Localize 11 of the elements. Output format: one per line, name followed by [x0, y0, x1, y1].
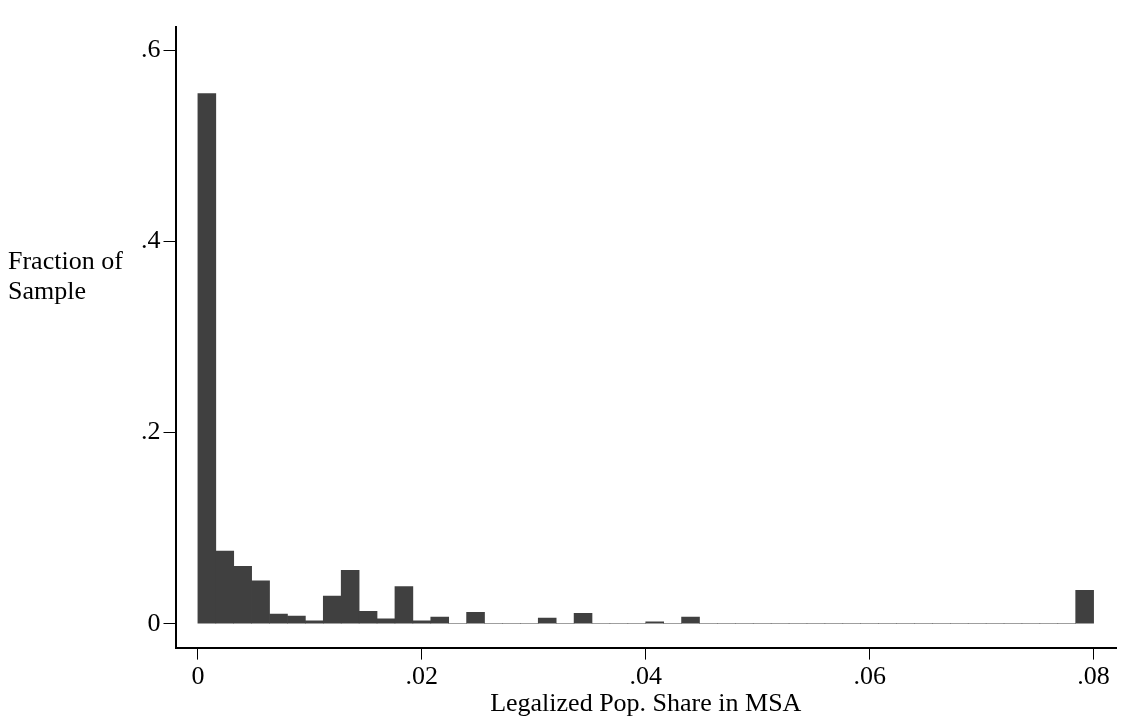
x-tick-label: .04 — [629, 661, 662, 691]
x-tick-label: .06 — [853, 661, 886, 691]
y-axis-title: Fraction of Sample — [8, 245, 124, 305]
x-tick-label: .08 — [1077, 661, 1110, 691]
y-tick-label: .2 — [141, 416, 161, 446]
y-tick-label: .6 — [141, 34, 161, 64]
y-tick-label: 0 — [147, 607, 161, 637]
x-tick-label: .02 — [405, 661, 439, 691]
x-axis-title: Legalized Pop. Share in MSA — [490, 688, 802, 718]
y-tick-label: .4 — [141, 225, 161, 255]
x-tick-label: 0 — [191, 661, 205, 691]
